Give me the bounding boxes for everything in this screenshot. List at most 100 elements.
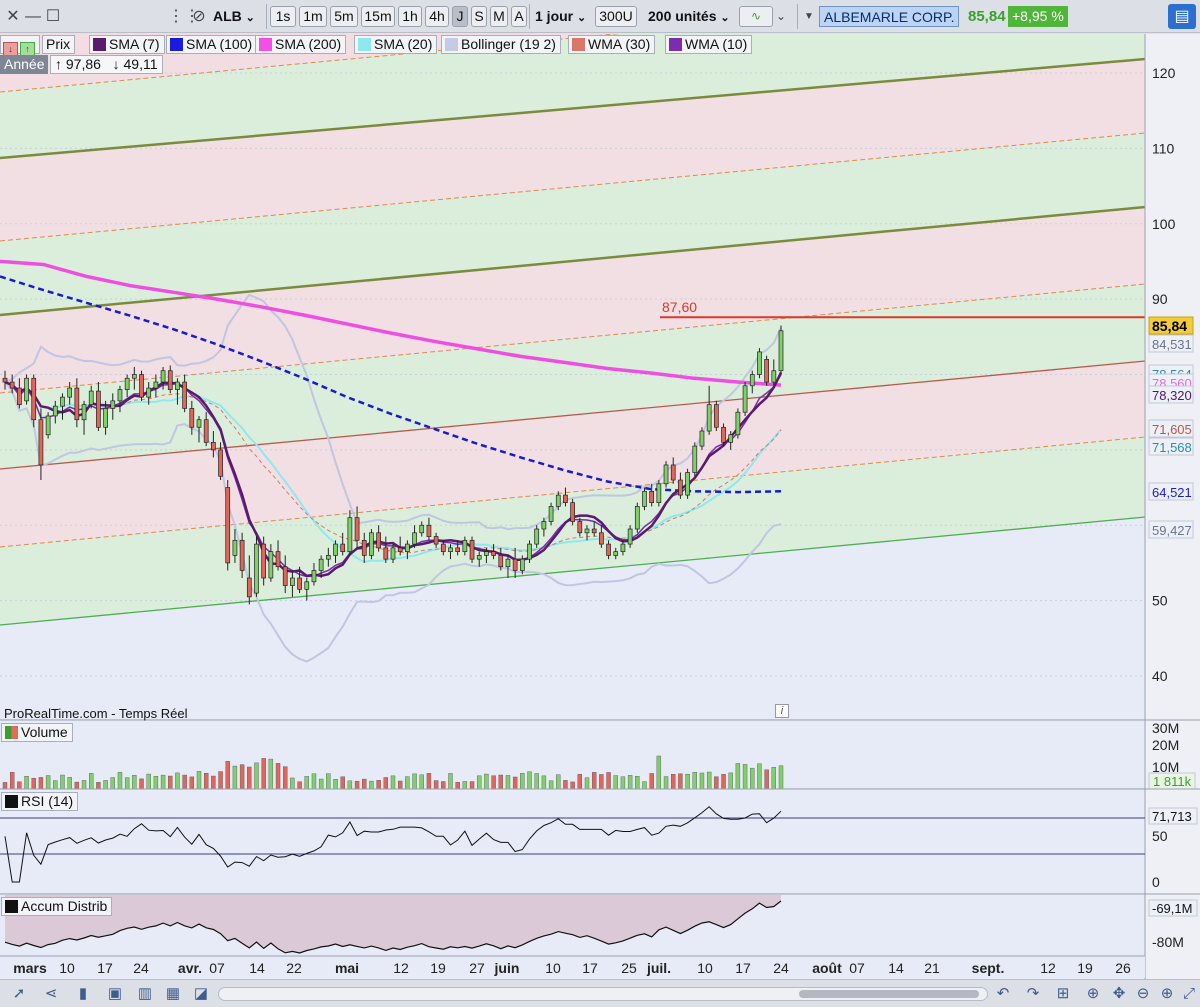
undo-icon[interactable]: ↶ [996,985,1010,1002]
period-select[interactable]: 1 jour ⌄ [535,6,586,27]
scroll-thumb[interactable] [799,990,979,998]
volume-bar [89,773,94,790]
rsi-line [4,806,782,883]
candle [167,365,173,394]
symbol-select[interactable]: ALB ⌄ [213,6,255,27]
units-select[interactable]: 200 unités ⌄ [648,6,730,27]
volume-bar [139,778,144,790]
legend-item[interactable]: Bollinger (19 2) [441,35,561,54]
volume-bar [362,778,367,790]
volume-bar [318,778,324,790]
zoom-in-icon[interactable]: ⊕ [1160,985,1174,1002]
close-icon[interactable]: ✕ [6,8,20,25]
candle [175,378,180,405]
candle-body [88,390,94,405]
candle-body [412,532,417,545]
legend-item[interactable]: SMA (20) [354,35,438,54]
pointer-icon[interactable]: ➚ [12,985,26,1002]
candle-body [81,404,87,421]
stock-name-badge[interactable]: ALBEMARLE CORP. [819,6,960,27]
channel-band [0,207,1145,393]
candle-body [606,543,611,556]
candle-body [196,419,202,428]
layout-menu-icon[interactable]: ▤ [1168,4,1196,29]
rsi-swatch [5,795,18,808]
link-icon[interactable]: ⊘ [192,8,206,25]
chevron-down-icon[interactable]: ⌄ [775,9,787,23]
volume-bar [426,773,432,790]
comment-icon[interactable]: ▣ [107,985,123,1002]
volume-bar [232,765,238,790]
share-icon[interactable]: ⋖ [44,985,58,1002]
units-300-button[interactable]: 300U [595,6,637,27]
volume-panel-label[interactable]: Volume [1,723,73,742]
volume-bar [9,772,15,790]
timeframe-1s-button[interactable]: 1s [270,6,296,27]
volume-bar [189,776,195,790]
price-tick-label: 110 [1152,140,1175,156]
accum-value-bg [1148,899,1198,917]
grid-icon[interactable]: ▦ [165,985,181,1002]
price-tag: 64,521 [1148,482,1194,501]
volume-bar [541,775,547,790]
crosshair-icon[interactable]: ⊕ [1086,985,1100,1002]
x-tick-label: 21 [924,960,940,976]
candle [555,491,561,511]
candle [124,374,130,398]
move-icon[interactable]: ✥ [1112,985,1126,1002]
legend-label: WMA (30) [588,36,651,52]
channel-line [0,205,1146,317]
timeframe-J-button[interactable]: J [452,6,468,27]
minimize-icon[interactable]: — [25,8,41,25]
year-label[interactable]: Année [0,55,49,74]
candle [577,517,583,537]
timeframe-A-button[interactable]: A [511,6,527,27]
chart-style-button[interactable]: ∿ [739,6,773,27]
timeframe-1h-button[interactable]: 1h [398,6,422,27]
timeframe-4h-button[interactable]: 4h [425,6,449,27]
settings-sliders-icon[interactable]: ⋮⋮ [168,8,200,25]
window-icon[interactable]: ☐ [45,8,61,25]
candle-body [38,419,44,466]
legend-item[interactable]: SMA (200) [255,35,347,54]
volume-bar [203,772,209,790]
legend-item[interactable]: SMA (100) [166,35,258,54]
zoom-out-icon[interactable]: ⊖ [1136,985,1150,1002]
candle [268,544,274,582]
candle [563,487,568,507]
legend-price-arrows-icon[interactable]: ↓ ↑ [0,35,40,57]
candle [325,547,331,567]
candle-body [613,551,619,556]
legend-item[interactable]: SMA (7) [89,35,165,54]
candle-body [627,528,633,545]
time-scrollbar[interactable] [218,987,988,1001]
fit-icon[interactable]: ⤢ [1182,985,1195,1002]
legend-item[interactable]: WMA (10) [665,35,753,54]
rsi-value: 71,713 [1152,809,1192,824]
layout-icon[interactable]: ▥ [137,985,153,1002]
timeframe-S-button[interactable]: S [471,6,487,27]
candle-body [397,547,403,552]
price-chart[interactable]: 87,6040509010011012085,8484,53178,56478,… [0,34,1200,979]
drawing-tools-icon[interactable]: ⊞ [1056,985,1070,1002]
rsi-panel-label[interactable]: RSI (14) [1,792,79,811]
legend-item[interactable]: WMA (30) [568,35,656,54]
triangle-down-icon[interactable]: ▼ [804,11,814,22]
accum-panel-label[interactable]: Accum Distrib [1,897,113,916]
candle-body [721,426,726,443]
panel-icon[interactable]: ▮ [78,985,88,1002]
redo-icon[interactable]: ↷ [1026,985,1040,1002]
chart-icon[interactable]: ◪ [193,985,209,1002]
volume-bar [577,774,583,790]
timeframe-5m-button[interactable]: 5m [330,6,358,27]
info-icon[interactable]: i [775,704,789,718]
candle [218,442,223,481]
timeframe-M-button[interactable]: M [490,6,508,27]
candle [225,480,231,571]
candle-body [728,434,734,443]
timeframe-15m-button[interactable]: 15m [361,6,395,27]
legend-item[interactable]: Prix [42,35,76,54]
x-tick-label: 27 [469,960,485,976]
timeframe-1m-button[interactable]: 1m [299,6,327,27]
candle [670,457,676,484]
